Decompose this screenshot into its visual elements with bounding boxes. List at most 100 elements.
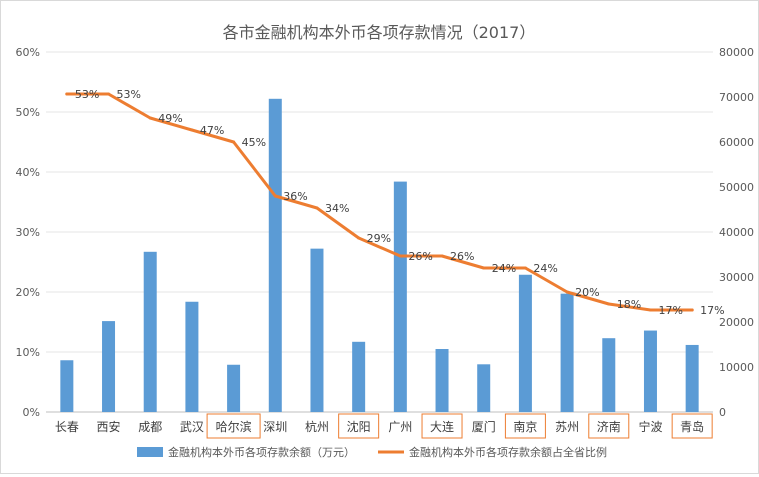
x-axis: 长春 西安 成都 武汉 哈尔滨 深圳 杭州 沈阳 广州 大连 厦门 南京 苏州 济南 宁波 青岛 — [55, 413, 713, 439]
line-point — [273, 194, 277, 198]
right-tick-label: 60000 — [719, 136, 754, 149]
line-point — [648, 308, 652, 312]
bar — [518, 274, 532, 412]
category-highlight-box — [421, 413, 463, 439]
bar — [643, 330, 657, 412]
line-point — [65, 92, 69, 96]
category-label: 杭州 — [305, 419, 329, 434]
line-point — [565, 290, 569, 294]
category-label: 厦门 — [472, 419, 496, 434]
bar — [435, 349, 449, 412]
bar — [685, 344, 699, 412]
left-tick-label: 10% — [16, 346, 40, 359]
category-highlight-box — [671, 413, 713, 439]
category-label: 武汉 — [180, 420, 204, 434]
line-point — [440, 254, 444, 258]
gridlines — [46, 51, 713, 413]
line-data-label: 24% — [492, 262, 516, 275]
category-label: 济南 — [597, 419, 621, 434]
right-tick-label: 70000 — [719, 91, 754, 104]
line-data-label: 20% — [575, 286, 599, 299]
bar — [227, 364, 241, 412]
legend-bar-swatch — [137, 447, 163, 457]
category-highlight-box — [588, 413, 630, 439]
bar — [102, 321, 116, 412]
bar — [310, 248, 324, 412]
line-data-label: 53% — [117, 88, 141, 101]
line-point — [107, 92, 111, 96]
right-tick-label: 50000 — [719, 181, 754, 194]
right-tick-label: 10000 — [719, 361, 754, 374]
line-point — [357, 236, 361, 240]
line-data-labels: 53% 53% 49% 47% 45% 36% 34% 29% 26% 26% 24% 24% 20% 1… — [75, 88, 725, 317]
left-tick-label: 40% — [16, 166, 40, 179]
line-data-label: 24% — [533, 262, 557, 275]
line-data-label: 26% — [450, 250, 474, 263]
category-label: 西安 — [97, 419, 121, 434]
right-axis: 0 10000 20000 30000 40000 50000 60000 70000 8000… — [719, 46, 754, 419]
line-data-label: 17% — [700, 304, 724, 317]
line-data-label: 49% — [158, 112, 182, 125]
category-label: 广州 — [388, 420, 412, 434]
category-label: 哈尔滨 — [216, 419, 252, 434]
line-data-label: 18% — [617, 298, 641, 311]
chart-title: 各市金融机构本外币各项存款情况（2017） — [223, 23, 536, 42]
line-point — [190, 128, 194, 132]
right-tick-label: 80000 — [719, 46, 754, 59]
bar — [60, 360, 74, 412]
right-tick-label: 40000 — [719, 226, 754, 239]
right-tick-label: 0 — [719, 406, 726, 419]
category-label: 成都 — [138, 420, 162, 434]
line-data-label: 26% — [408, 250, 432, 263]
bar — [143, 251, 157, 412]
bar — [560, 293, 574, 412]
left-tick-label: 50% — [16, 106, 40, 119]
left-axis: 0% 10% 20% 30% 40% 50% 60% — [16, 46, 40, 419]
category-label: 苏州 — [555, 420, 579, 434]
legend-line-label: 金融机构本外币各项存款余额占全省比例 — [409, 445, 607, 459]
bar — [268, 98, 282, 413]
bar — [602, 338, 616, 412]
line-data-label: 17% — [658, 304, 682, 317]
left-tick-label: 30% — [16, 226, 40, 239]
line-point — [232, 140, 236, 144]
line-point — [482, 266, 486, 270]
line-point — [607, 302, 611, 306]
category-label: 南京 — [513, 419, 537, 434]
line-point — [315, 206, 319, 210]
left-tick-label: 60% — [16, 46, 40, 59]
bar-series — [60, 98, 699, 413]
line-series — [65, 92, 694, 312]
line-data-label: 53% — [75, 88, 99, 101]
right-tick-label: 20000 — [719, 316, 754, 329]
category-label: 大连 — [430, 419, 454, 434]
line-point — [690, 308, 694, 312]
left-tick-label: 20% — [16, 286, 40, 299]
category-label: 长春 — [55, 420, 79, 434]
line-data-label: 34% — [325, 202, 349, 215]
category-highlight-box — [338, 413, 380, 439]
category-label: 宁波 — [638, 419, 662, 434]
line-data-label: 47% — [200, 124, 224, 137]
right-tick-label: 30000 — [719, 271, 754, 284]
legend: 金融机构本外币各项存款余额（万元） 金融机构本外币各项存款余额占全省比例 — [137, 445, 607, 459]
bar — [185, 301, 199, 412]
bar — [477, 364, 491, 412]
legend-bar-label: 金融机构本外币各项存款余额（万元） — [168, 445, 355, 459]
category-label: 青岛 — [680, 419, 704, 434]
category-highlight-box — [206, 413, 261, 439]
line-data-label: 45% — [242, 136, 266, 149]
category-label: 沈阳 — [347, 419, 371, 434]
category-highlight-box — [504, 413, 546, 439]
line-data-label: 36% — [283, 190, 307, 203]
line-point — [148, 116, 152, 120]
line-point — [398, 254, 402, 258]
category-label: 深圳 — [263, 420, 287, 434]
line-point — [523, 266, 527, 270]
bar — [352, 341, 366, 412]
line-data-label: 29% — [367, 232, 391, 245]
bar — [393, 181, 407, 412]
line-path — [65, 92, 694, 312]
